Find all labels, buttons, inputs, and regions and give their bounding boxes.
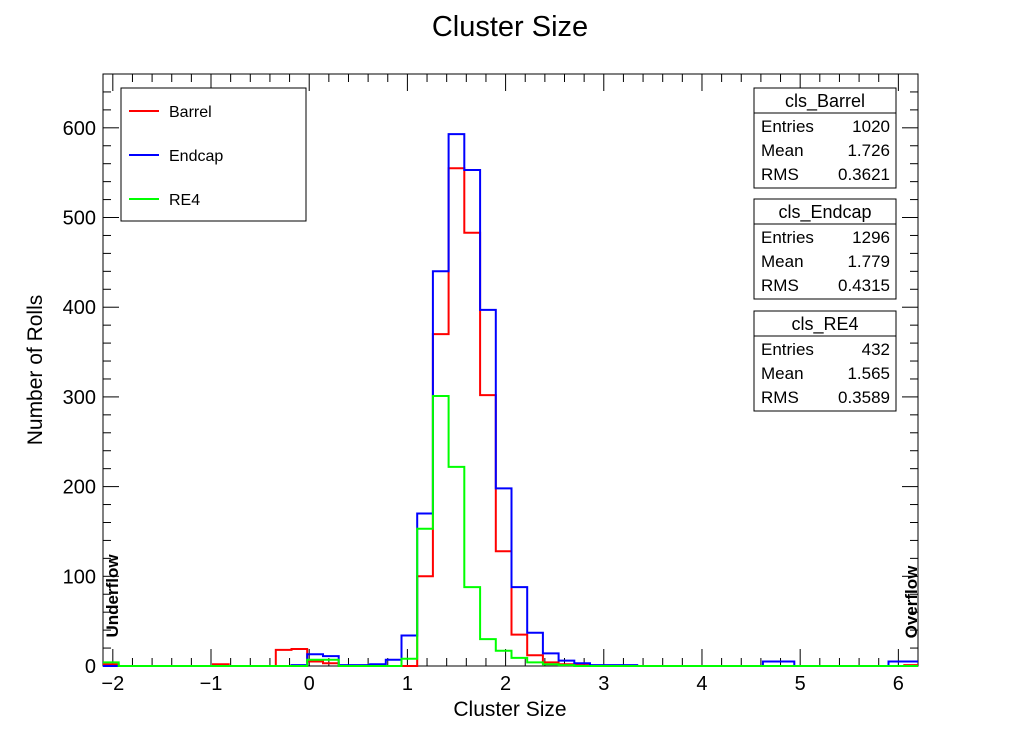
stats-row-label: RMS <box>761 388 799 407</box>
x-tick-label: 5 <box>795 673 806 695</box>
x-axis-label: Cluster Size <box>453 698 566 721</box>
stats-box-frame <box>753 87 897 189</box>
histogram-bin <box>496 488 512 666</box>
stats-row-value: 1.779 <box>847 252 890 271</box>
histogram-bin <box>449 134 465 666</box>
x-tick-label: 0 <box>304 673 315 695</box>
stats-row-label: Entries <box>761 340 814 359</box>
x-tick-label: −2 <box>101 673 124 695</box>
stats-row-value: 1020 <box>852 117 890 136</box>
histogram-bin <box>464 233 480 666</box>
histogram-bin <box>496 551 512 666</box>
x-tick-label: 1 <box>402 673 413 695</box>
histogram-bin <box>323 656 339 666</box>
series-line <box>103 395 918 667</box>
stats-row-label: Mean <box>761 141 804 160</box>
y-tick-label: 200 <box>63 477 96 499</box>
histogram-bin <box>417 529 433 666</box>
stats-box-title: cls_RE4 <box>791 314 858 335</box>
y-tick-label: 600 <box>63 118 96 140</box>
stats-box-cls-endcap: cls_Endcap Entries 1296 Mean 1.779 RMS 0.4315 <box>753 198 897 300</box>
stats-box-cls-re4: cls_RE4 Entries 432 Mean 1.565 RMS 0.3589 <box>753 310 897 412</box>
x-tick-labels: −2 −1 0 1 2 3 4 5 6 <box>101 673 904 695</box>
stats-row-value: 1296 <box>852 228 890 247</box>
histogram-bin <box>433 271 449 666</box>
overflow-label: Overflow <box>902 565 921 639</box>
y-tick-label: 100 <box>63 566 96 588</box>
histogram-bin <box>449 467 465 666</box>
legend: Barrel Endcap RE4 <box>120 87 307 222</box>
stats-row-label: RMS <box>761 165 799 184</box>
legend-label: Endcap <box>169 148 223 165</box>
histogram-bin <box>417 514 433 666</box>
underflow-label: Underflow <box>103 554 122 638</box>
stats-box-frame <box>753 198 897 300</box>
axis-ticks <box>103 74 918 667</box>
stats-row-value: 432 <box>862 340 890 359</box>
y-tick-label: 0 <box>85 656 96 678</box>
stats-row-label: Mean <box>761 364 804 383</box>
chart-title: Cluster Size <box>432 11 588 43</box>
histogram-bin <box>402 636 418 666</box>
histogram-bin <box>433 396 449 666</box>
histogram-bin <box>511 587 527 666</box>
plot-frame <box>102 73 919 667</box>
stats-box-title: cls_Barrel <box>785 91 865 112</box>
x-tick-label: 3 <box>598 673 609 695</box>
y-tick-label: 400 <box>63 297 96 319</box>
series-re4 <box>103 395 918 667</box>
stats-row-value: 0.4315 <box>838 276 890 295</box>
histogram-bin <box>417 576 433 666</box>
histogram-bin <box>496 651 512 666</box>
histogram-bin <box>527 633 543 666</box>
histogram-bin <box>292 649 308 666</box>
histogram-bin <box>527 655 543 666</box>
histogram-bin <box>402 659 418 666</box>
stats-row-value: 1.565 <box>847 364 890 383</box>
x-tick-label: −1 <box>200 673 223 695</box>
stats-row-label: RMS <box>761 276 799 295</box>
stats-box-frame <box>753 310 897 412</box>
histogram-bin <box>480 310 496 666</box>
x-tick-label: 6 <box>893 673 904 695</box>
legend-label: RE4 <box>169 192 200 209</box>
y-axis-label: Number of Rolls <box>24 295 47 446</box>
series-layer <box>103 133 918 667</box>
stats-row-label: Entries <box>761 228 814 247</box>
y-tick-label: 500 <box>63 208 96 230</box>
x-tick-label: 4 <box>696 673 707 695</box>
histogram-bin <box>449 168 465 666</box>
stats-row-value: 1.726 <box>847 141 890 160</box>
stats-box-cls-barrel: cls_Barrel Entries 1020 Mean 1.726 RMS 0.3621 <box>753 87 897 189</box>
stats-row-value: 0.3621 <box>838 165 890 184</box>
stats-box-title: cls_Endcap <box>778 202 871 223</box>
stats-row-label: Mean <box>761 252 804 271</box>
legend-label: Barrel <box>169 104 212 121</box>
histogram-bin <box>480 395 496 666</box>
histogram-bin <box>433 334 449 666</box>
histogram-bin <box>480 639 496 666</box>
histogram-bin <box>464 587 480 666</box>
stats-row-value: 0.3589 <box>838 388 890 407</box>
x-tick-label: 2 <box>500 673 511 695</box>
y-tick-labels: 0 100 200 300 400 500 600 <box>63 118 96 678</box>
y-tick-label: 300 <box>63 387 96 409</box>
histogram-bin <box>464 170 480 666</box>
stats-row-label: Entries <box>761 117 814 136</box>
